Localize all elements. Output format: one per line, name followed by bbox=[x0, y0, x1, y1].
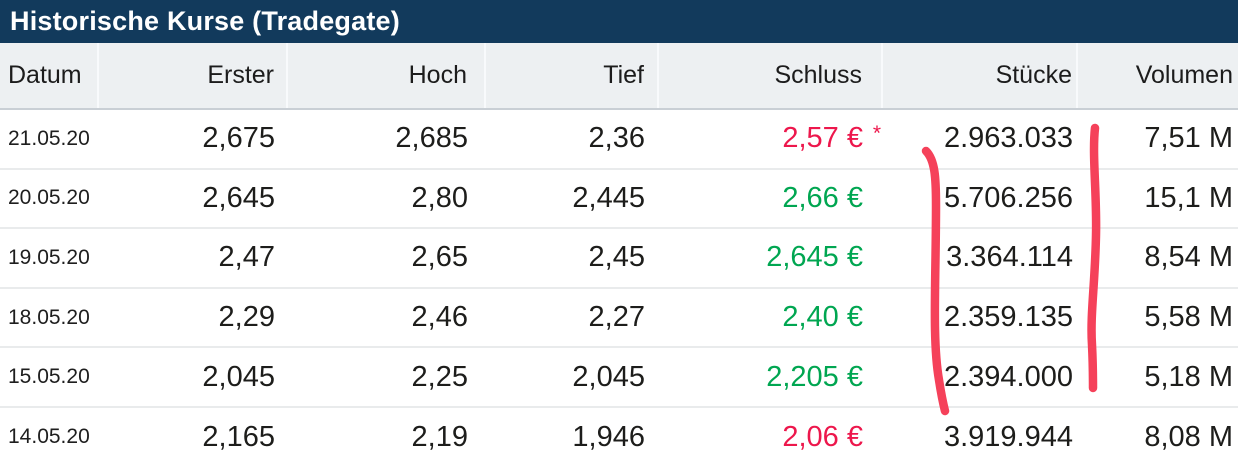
cell-volumen: 8,54 M bbox=[1077, 227, 1238, 288]
cell-stuecke: 3.364.114 bbox=[882, 227, 1077, 288]
table-row: 19.05.20 2,47 2,65 2,45 2,645 € 3.364.11… bbox=[0, 227, 1238, 288]
table-row: 14.05.20 2,165 2,19 1,946 2,06 € 3.919.9… bbox=[0, 405, 1238, 460]
cell-tief: 2,445 bbox=[485, 167, 658, 229]
cell-volumen: 7,51 M bbox=[1077, 109, 1238, 169]
cell-tief: 2,045 bbox=[485, 346, 658, 407]
column-header-hoch: Hoch bbox=[286, 43, 485, 110]
close-price: 2,205 € bbox=[766, 360, 863, 393]
cell-volumen: 8,08 M bbox=[1077, 405, 1238, 460]
cell-stuecke: 2.963.033 bbox=[882, 109, 1077, 169]
table-row: 21.05.20 2,675 2,685 2,36 2,57 € * 2.963.… bbox=[0, 109, 1238, 169]
cell-datum: 20.05.20 bbox=[0, 167, 98, 229]
close-price: 2,57 € bbox=[782, 122, 863, 155]
cell-schluss: 2,645 € bbox=[658, 227, 882, 288]
close-price: 2,66 € bbox=[782, 181, 863, 214]
cell-tief: 2,27 bbox=[485, 286, 658, 348]
cell-erster: 2,47 bbox=[98, 227, 287, 288]
cell-hoch: 2,685 bbox=[287, 109, 485, 169]
cell-datum: 15.05.20 bbox=[0, 346, 98, 407]
column-header-stuecke: Stücke bbox=[881, 43, 1077, 110]
cell-hoch: 2,25 bbox=[287, 346, 485, 407]
column-header-erster: Erster bbox=[97, 43, 287, 110]
column-header-tief: Tief bbox=[484, 43, 658, 110]
cell-datum: 19.05.20 bbox=[0, 227, 98, 288]
cell-tief: 2,36 bbox=[485, 109, 658, 169]
cell-stuecke: 2.394.000 bbox=[882, 346, 1077, 407]
cell-tief: 2,45 bbox=[485, 227, 658, 288]
column-header-schluss: Schluss bbox=[657, 43, 882, 110]
cell-datum: 14.05.20 bbox=[0, 405, 98, 460]
cell-stuecke: 3.919.944 bbox=[882, 405, 1077, 460]
cell-hoch: 2,65 bbox=[287, 227, 485, 288]
table-row: 20.05.20 2,645 2,80 2,445 2,66 € 5.706.2… bbox=[0, 167, 1238, 229]
cell-schluss: 2,66 € bbox=[658, 167, 882, 229]
cell-hoch: 2,46 bbox=[287, 286, 485, 348]
cell-stuecke: 2.359.135 bbox=[882, 286, 1077, 348]
column-header-datum: Datum bbox=[0, 43, 98, 110]
close-price-asterisk: * bbox=[872, 122, 881, 145]
column-header-volumen: Volumen bbox=[1076, 43, 1238, 110]
cell-volumen: 15,1 M bbox=[1077, 167, 1238, 229]
cell-volumen: 5,58 M bbox=[1077, 286, 1238, 348]
cell-erster: 2,165 bbox=[98, 405, 287, 460]
cell-hoch: 2,19 bbox=[287, 405, 485, 460]
cell-schluss: 2,57 € * bbox=[658, 109, 882, 169]
cell-erster: 2,045 bbox=[98, 346, 287, 407]
table-row: 15.05.20 2,045 2,25 2,045 2,205 € 2.394.… bbox=[0, 346, 1238, 407]
cell-erster: 2,675 bbox=[98, 109, 287, 169]
cell-schluss: 2,06 € bbox=[658, 405, 882, 460]
table-row: 18.05.20 2,29 2,46 2,27 2,40 € 2.359.135… bbox=[0, 286, 1238, 348]
widget-title: Historische Kurse (Tradegate) bbox=[10, 6, 400, 36]
cell-schluss: 2,40 € bbox=[658, 286, 882, 348]
close-price: 2,06 € bbox=[782, 420, 863, 453]
table-header-row: Datum Erster Hoch Tief Schluss Stücke Vo… bbox=[0, 43, 1238, 110]
widget-title-bar: Historische Kurse (Tradegate) bbox=[0, 0, 1238, 43]
cell-erster: 2,29 bbox=[98, 286, 287, 348]
cell-tief: 1,946 bbox=[485, 405, 658, 460]
cell-erster: 2,645 bbox=[98, 167, 287, 229]
cell-stuecke: 5.706.256 bbox=[882, 167, 1077, 229]
close-price: 2,645 € bbox=[766, 241, 863, 274]
close-price: 2,40 € bbox=[782, 301, 863, 334]
cell-hoch: 2,80 bbox=[287, 167, 485, 229]
historical-prices-table: Datum Erster Hoch Tief Schluss Stücke Vo… bbox=[0, 43, 1238, 460]
cell-datum: 21.05.20 bbox=[0, 109, 98, 169]
cell-schluss: 2,205 € bbox=[658, 346, 882, 407]
cell-datum: 18.05.20 bbox=[0, 286, 98, 348]
cell-volumen: 5,18 M bbox=[1077, 346, 1238, 407]
